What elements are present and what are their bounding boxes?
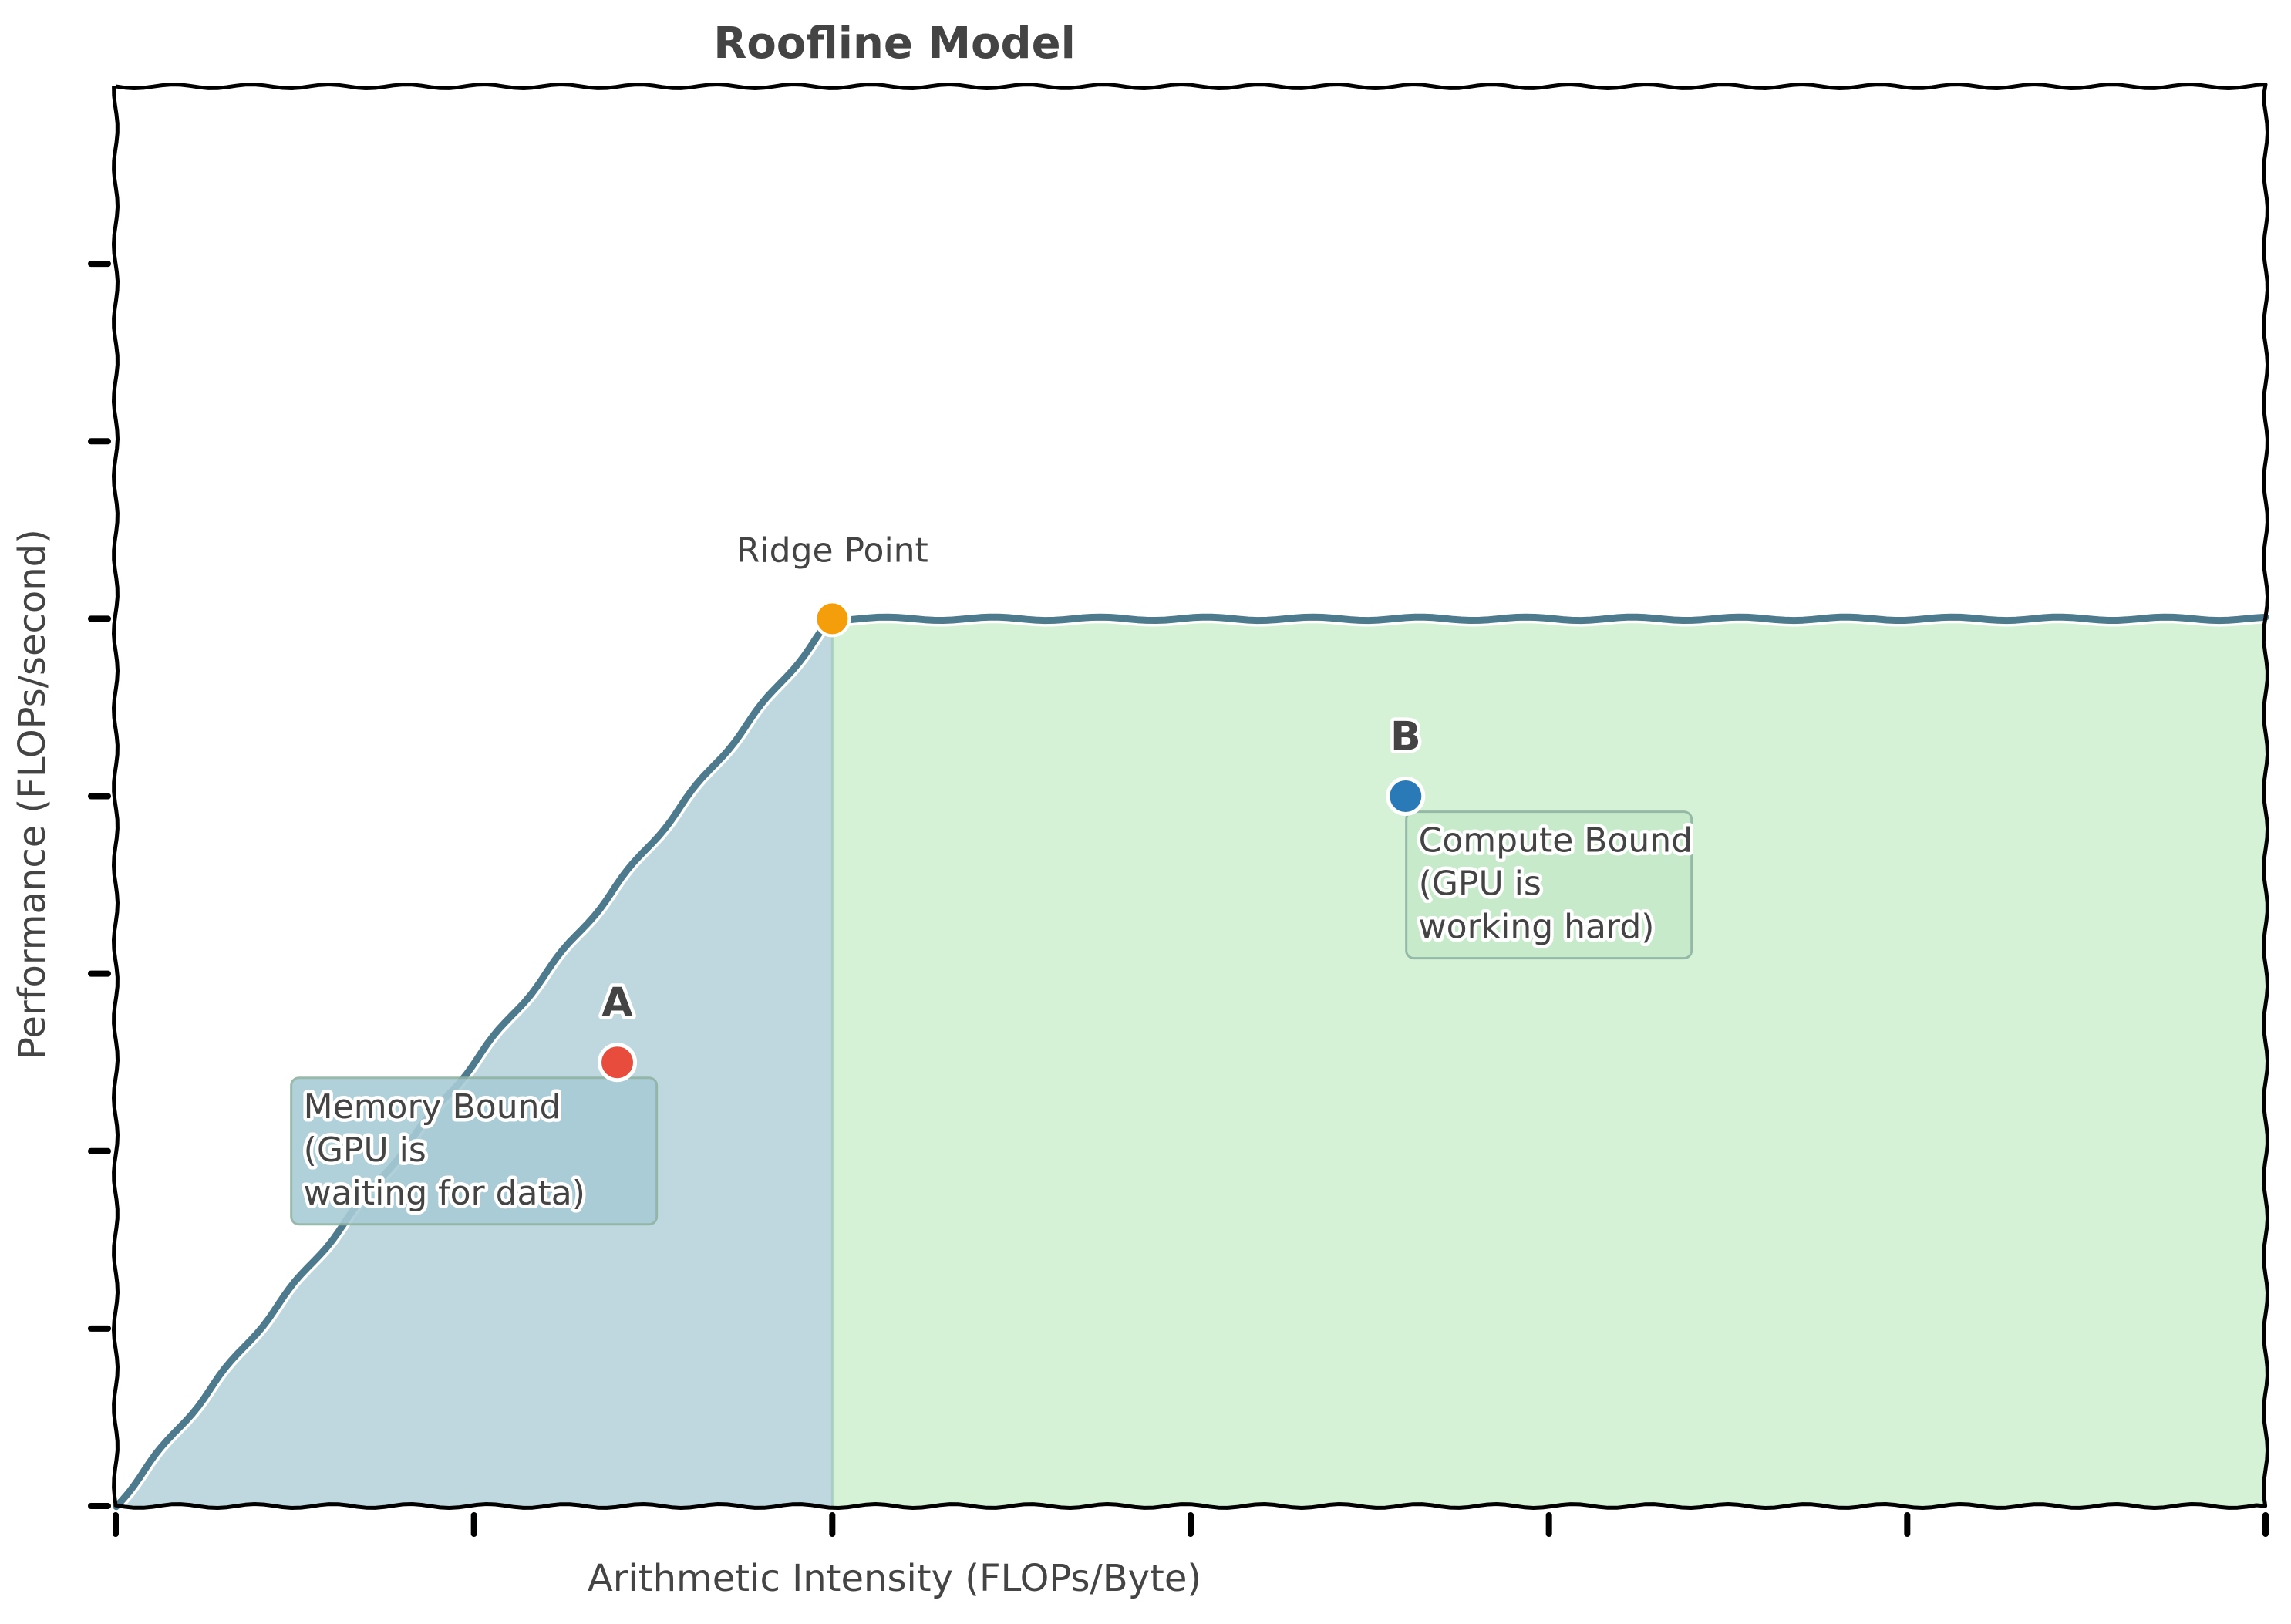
compute-bound-region — [832, 618, 2266, 1506]
compute-bound-annotation-box — [1405, 810, 1693, 960]
ridge-point-label: Ridge Point — [736, 531, 928, 570]
chart-title: Roofline Model — [713, 19, 1076, 69]
plot-frame — [112, 83, 2269, 1510]
point-b-marker — [1386, 777, 1426, 816]
y-axis-label: Performance (FLOPs/second) — [11, 529, 54, 1060]
memory-bound-annotation: Memory Bound (GPU is waiting for data) — [290, 1076, 659, 1226]
memory-bound-annotation-text: Memory Bound (GPU is waiting for data) — [304, 1087, 585, 1213]
point-b-label: B — [1390, 714, 1421, 760]
compute-bound-annotation-text: Compute Bound (GPU is working hard) — [1419, 821, 1693, 947]
point-a-marker — [598, 1043, 638, 1083]
compute-bound-annotation: Compute Bound (GPU is working hard) — [1405, 810, 1696, 960]
point-a-label: A — [601, 980, 632, 1026]
ridge-point-marker — [814, 600, 851, 638]
x-axis-label: Arithmetic Intensity (FLOPs/Byte) — [588, 1557, 1201, 1600]
memory-bound-annotation-box — [290, 1076, 659, 1226]
